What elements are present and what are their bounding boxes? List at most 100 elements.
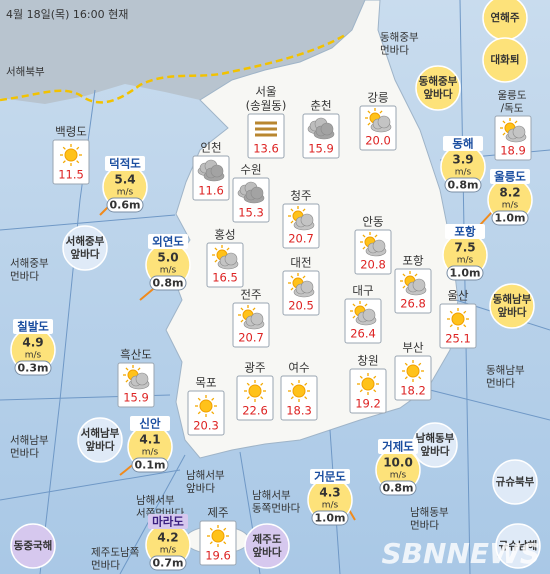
wave-pill [446, 265, 484, 281]
city-temp: 11.5 [58, 168, 84, 182]
sea-area-badge [492, 459, 538, 505]
sun-ray [214, 247, 218, 251]
city-card [187, 390, 225, 436]
city-temp: 20.7 [288, 232, 314, 246]
sea-area-label: 남해서부 [186, 469, 225, 482]
station-name-bg [310, 469, 350, 484]
sun-ray [223, 541, 227, 545]
sea-area-label: 동중국해 [14, 539, 53, 552]
cloud [512, 125, 526, 139]
sea-area-label: 먼바다 [410, 520, 439, 532]
sun-ray [76, 160, 80, 164]
city-name: 부산 [402, 341, 424, 355]
wave-height: 0.3m [18, 362, 49, 375]
wave-height: 0.7m [153, 557, 184, 570]
sun-ray [404, 376, 408, 380]
cloud [300, 213, 314, 227]
wind-unit: m/s [390, 471, 407, 481]
sea-area-label: 남해동부 [410, 506, 449, 519]
wave-pill [491, 210, 529, 226]
wind-arrow [479, 211, 493, 226]
sun-ray [211, 397, 215, 401]
sun [248, 384, 262, 398]
cloud [224, 252, 238, 266]
sun-ray [514, 120, 518, 124]
city-temp: 19.6 [205, 549, 231, 563]
city-card [349, 368, 387, 414]
sea-area-label: 서해북부 [6, 65, 45, 78]
station-name-bg [148, 514, 188, 529]
haze-bar [255, 127, 277, 131]
sea-area-label: 남해동부 [416, 432, 455, 445]
city-name: 광주 [244, 361, 265, 375]
wind-speed: 5.4 [114, 173, 135, 187]
city-temp: 18.3 [286, 404, 312, 418]
wind-speed: 10.0 [383, 456, 413, 470]
sun [292, 384, 306, 398]
sea-line [0, 469, 181, 501]
sea-area-label: 규슈북부 [496, 476, 535, 488]
sun-ray [240, 307, 244, 311]
sun-ray [252, 307, 256, 311]
city-temp: 20.7 [238, 331, 264, 345]
sun-ray [302, 208, 306, 212]
sun-ray [223, 527, 227, 531]
station-name: 거제도 [382, 440, 414, 454]
station-name: 외연도 [152, 235, 184, 249]
sun-ray [352, 303, 356, 307]
cloud [372, 239, 386, 253]
sea-area-badge [495, 523, 541, 569]
sun-ray [214, 259, 218, 263]
wave-pill [14, 360, 52, 376]
sea-area-label: 동해남부 [486, 364, 525, 377]
city-temp: 25.1 [445, 332, 471, 346]
city-name: 백령도 [55, 125, 87, 139]
sea-area-label: 먼바다 [486, 378, 515, 390]
wind-unit: m/s [117, 188, 134, 198]
station-name-bg [130, 416, 170, 431]
sun [451, 312, 465, 326]
city-name: 안동 [362, 215, 383, 229]
sun-ray [240, 319, 244, 323]
sea-area-label: 남해서부 [136, 494, 175, 507]
sun-ray [246, 396, 250, 400]
city-card [199, 520, 237, 566]
sun-ray [449, 310, 453, 314]
city-temp: 26.4 [350, 327, 376, 341]
sun-ray [197, 397, 201, 401]
station-name: 신안 [139, 417, 161, 431]
sea-area-label: 먼바다 [380, 45, 409, 57]
sea-area-badge [10, 523, 56, 569]
haze-bar [255, 121, 277, 125]
city-name: 여수 [288, 361, 309, 375]
wave-height: 0.8m [383, 482, 414, 495]
city-name: 흑산도 [120, 348, 152, 362]
wind-unit: m/s [502, 201, 519, 211]
sea-area-label: 동쪽먼바다 [252, 503, 301, 515]
sun-ray [76, 146, 80, 150]
city-temp: 18.2 [400, 384, 426, 398]
wave-pill [106, 197, 144, 213]
sun-ray [404, 362, 408, 366]
city-name: 서울 [255, 85, 276, 99]
sea-area-label: 먼바다 [10, 448, 39, 460]
sea-area-label: 동해남부 [493, 293, 532, 306]
wind-speed: 8.2 [499, 186, 520, 200]
sea-area-label: 앞바다 [86, 440, 115, 453]
sea-area-label: 동해중부 [380, 31, 419, 44]
station-name-bg [490, 169, 530, 184]
city-temp: 20.8 [360, 258, 386, 272]
header: 4월 18일(목) 16:00 현재 [6, 7, 128, 21]
city-name: 대전 [290, 256, 311, 270]
sun-ray [449, 324, 453, 328]
wave-pill [311, 510, 349, 526]
wave-pill [379, 480, 417, 496]
cloud [300, 280, 314, 294]
sea-area-label: 서해중부 [66, 235, 105, 248]
city-card [394, 355, 432, 401]
wind-speed: 4.9 [22, 336, 43, 350]
sun-ray [246, 382, 250, 386]
station-name-bg [148, 234, 188, 249]
city-temp: 18.9 [500, 144, 526, 158]
